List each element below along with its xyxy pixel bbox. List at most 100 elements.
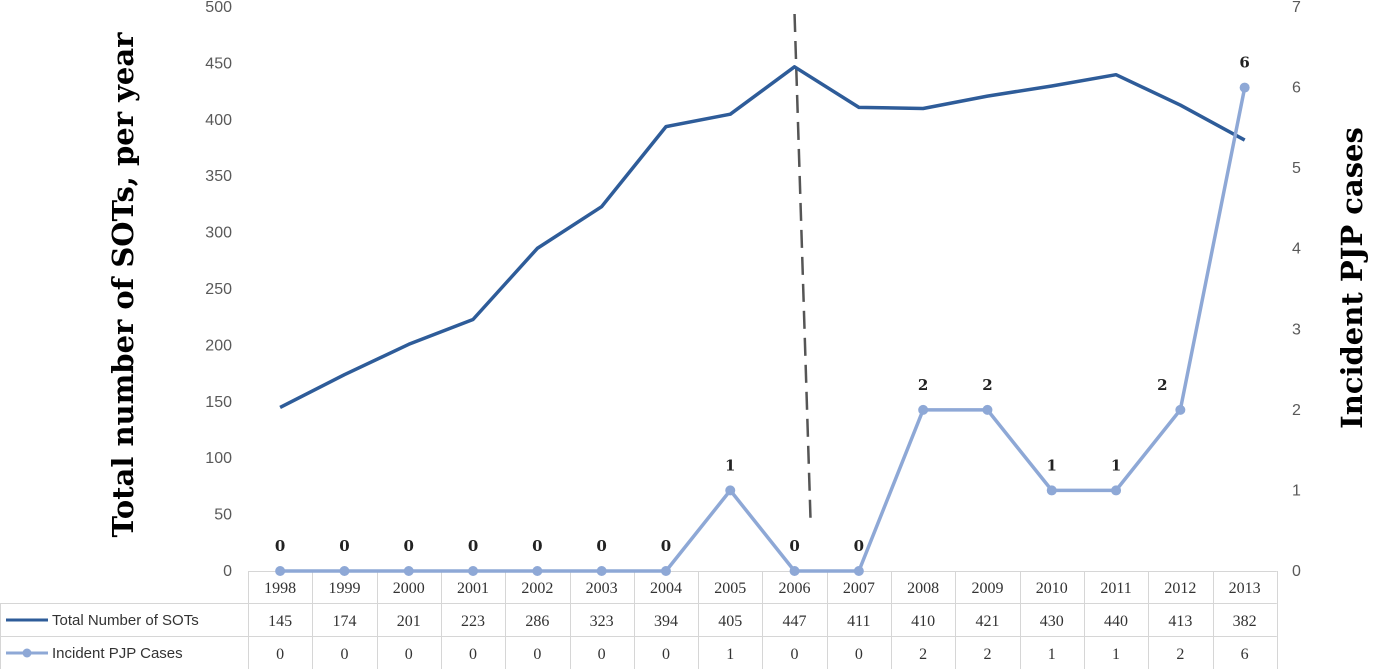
y-tick-label: 0 [223,563,232,580]
data-label: 0 [532,537,542,555]
y2-tick-label: 4 [1292,241,1301,258]
table-cell: 1 [1048,646,1056,663]
table-cell: 0 [276,646,284,663]
x-tick-label: 2004 [650,580,682,597]
data-point-pjp-cases [789,566,800,576]
data-point-pjp-cases [596,566,607,576]
series-line-total-sots [279,65,1246,409]
data-label: 2 [1157,376,1167,394]
table-cell: 0 [662,646,670,663]
y2-axis-title: Incident PJP cases [1335,127,1369,429]
table-cell: 6 [1241,646,1249,663]
table-cell: 430 [1040,613,1064,630]
table-cell: 421 [975,613,999,630]
y2-tick-label: 7 [1292,0,1301,16]
data-point-pjp-cases [1046,485,1057,496]
x-tick-label: 2007 [843,580,875,597]
table-cell: 394 [654,613,678,630]
legend-label-total-sots: Total Number of SOTs [52,612,199,629]
data-label: 0 [854,537,864,555]
data-point-pjp-cases [1175,404,1186,415]
x-tick-label: 2001 [457,580,489,597]
table-cell: 223 [461,613,485,630]
data-point-pjp-cases [532,566,543,576]
data-label: 0 [661,537,671,555]
table-cell: 2 [919,646,927,663]
y-tick-label: 150 [205,394,232,411]
x-tick-label: 1998 [264,580,296,597]
table-cell: 0 [405,646,413,663]
data-point-pjp-cases [725,485,736,496]
data-point-pjp-cases [853,566,864,576]
data-table: 1998145019991740200020102001223020022860… [0,571,1278,669]
table-cell: 0 [855,646,863,663]
x-tick-label: 1999 [328,580,360,597]
table-cell: 382 [1233,613,1257,630]
data-label: 2 [918,376,928,394]
x-tick-label: 2011 [1100,580,1131,597]
data-label: 6 [1239,54,1249,72]
y2-tick-label: 1 [1292,482,1301,499]
data-label: 0 [339,537,349,555]
y-tick-label: 350 [205,168,232,185]
data-label: 0 [404,537,414,555]
data-label: 0 [275,537,285,555]
vertical-dashed-marker [793,13,812,521]
y2-tick-label: 5 [1292,160,1301,177]
x-tick-label: 2012 [1164,580,1196,597]
y2-tick-label: 6 [1292,80,1301,97]
data-label: 2 [982,376,992,394]
data-point-pjp-cases [339,566,350,576]
table-cell: 413 [1168,613,1192,630]
data-label: 0 [789,537,799,555]
table-cell: 1 [1112,646,1120,663]
table-cell: 440 [1104,613,1128,630]
y-tick-label: 250 [205,281,232,298]
y-tick-label: 100 [205,450,232,467]
data-point-pjp-cases [660,566,671,576]
table-cell: 0 [598,646,606,663]
data-point-pjp-cases [982,404,993,415]
x-tick-label: 2003 [586,580,618,597]
data-point-pjp-cases [1239,82,1250,93]
y-tick-label: 50 [214,507,232,524]
table-cell: 1 [726,646,734,663]
data-point-pjp-cases [1111,485,1122,496]
data-label: 1 [1111,456,1121,474]
legend-label-pjp-cases: Incident PJP Cases [52,645,183,662]
data-labels: 0 0 0 0 0 0 0 1 0 0 2 2 1 1 2 6 [275,54,1250,555]
table-cell: 0 [533,646,541,663]
table-cell: 201 [397,613,421,630]
data-label: 1 [1047,456,1057,474]
y-axis-title: Total number of SOTs, per year [106,32,140,538]
y2-tick-label: 0 [1292,563,1301,580]
x-tick-label: 2010 [1036,580,1068,597]
data-point-pjp-cases [918,404,929,415]
table-cell: 286 [525,613,549,630]
data-label: 0 [468,537,478,555]
x-tick-label: 2002 [521,580,553,597]
data-point-pjp-cases [468,566,479,576]
data-label: 0 [596,537,606,555]
data-point-pjp-cases [275,566,286,576]
table-cell: 411 [847,613,870,630]
data-label: 1 [725,456,735,474]
table-cell: 145 [268,613,292,630]
table-cell: 0 [469,646,477,663]
y2-tick-label: 3 [1292,321,1301,338]
y-tick-label: 300 [205,225,232,242]
table-cell: 0 [791,646,799,663]
series-lines [275,13,1250,576]
y-tick-label: 500 [205,0,232,16]
x-tick-label: 2006 [779,580,811,597]
x-tick-label: 2013 [1229,580,1261,597]
x-tick-label: 2009 [971,580,1003,597]
y-tick-label: 400 [205,112,232,129]
x-tick-label: 2008 [907,580,939,597]
table-cell: 410 [911,613,935,630]
series-line-pjp-cases [280,87,1247,573]
x-tick-label: 2005 [714,580,746,597]
table-cell: 447 [783,613,807,630]
legend-marker-pjp-cases [22,648,32,658]
